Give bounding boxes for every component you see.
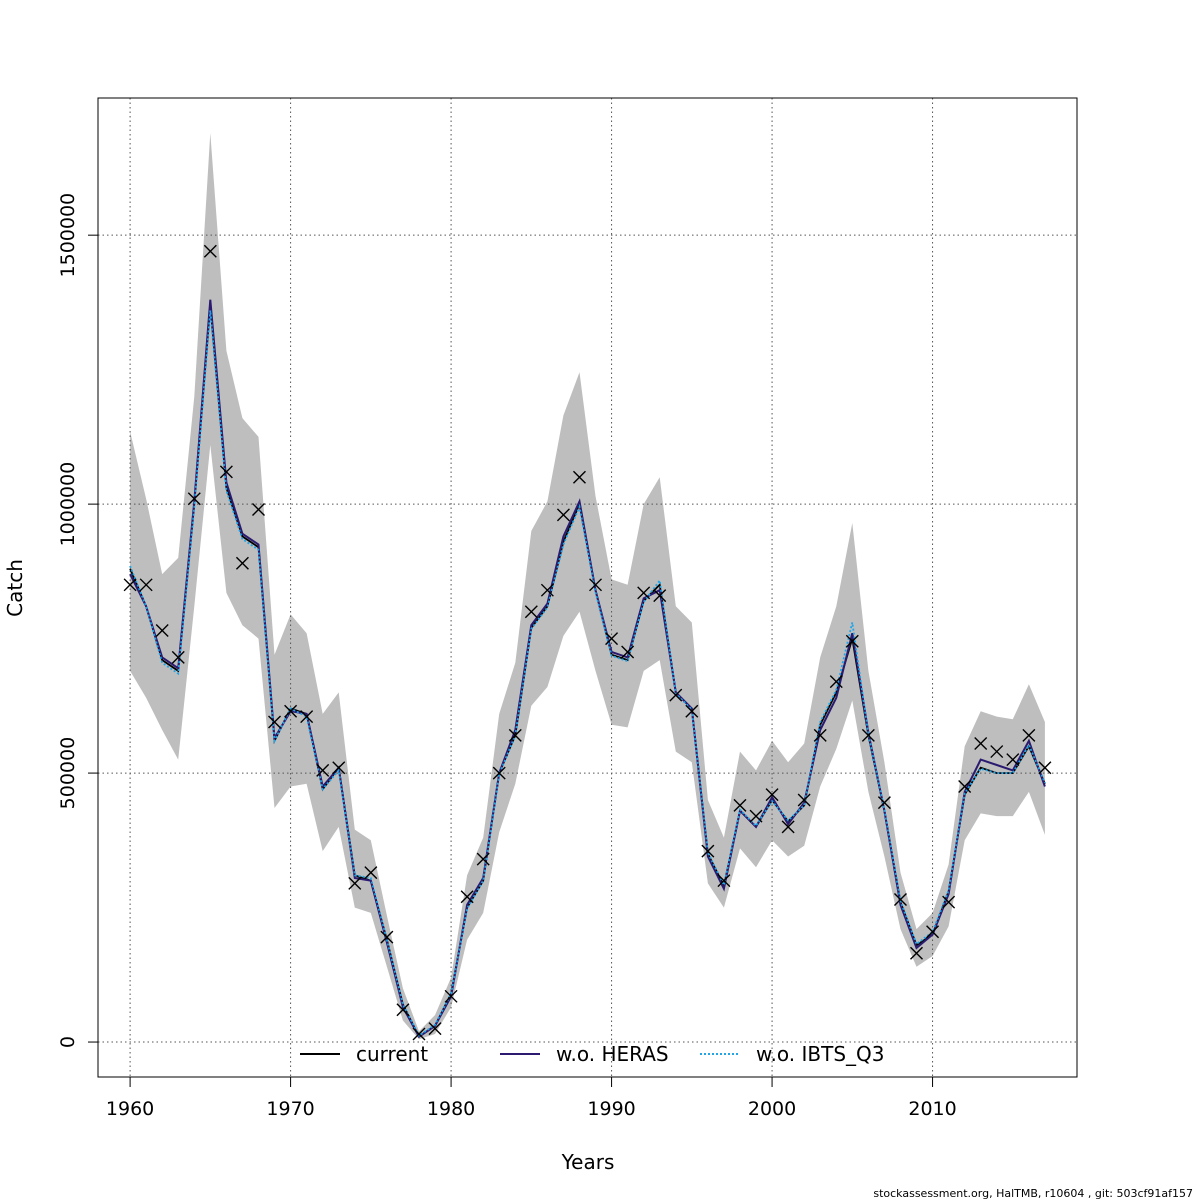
observation-point [733, 798, 747, 812]
series-layer [129, 299, 1046, 1039]
legend-item: current [300, 1042, 428, 1066]
observation-point [861, 728, 875, 742]
observation-point [187, 492, 201, 506]
observation-point [958, 780, 972, 794]
observation-point [605, 632, 619, 646]
observation-point [749, 809, 763, 823]
observation-point [123, 578, 137, 592]
observation-point [685, 704, 699, 718]
observation-point [219, 465, 233, 479]
x-tick-label: 1990 [587, 1098, 635, 1120]
observation-point [1006, 753, 1020, 767]
observation-point [556, 508, 570, 522]
legend-item: w.o. IBTS_Q3 [700, 1042, 884, 1066]
observation-point [203, 244, 217, 258]
observation-point [139, 578, 153, 592]
x-axis: 1960 1970 1980 1990 2000 2010 [106, 1076, 957, 1120]
observation-point [524, 605, 538, 619]
observation-point [284, 704, 298, 718]
y-tick-label: 1000000 [57, 462, 79, 547]
observation-point [893, 892, 907, 906]
y-tick-label: 500000 [57, 737, 79, 810]
observation-point [926, 925, 940, 939]
observation-point [701, 844, 715, 858]
observation-point [428, 1022, 442, 1036]
observation-point [300, 710, 314, 724]
observations-layer [123, 244, 1052, 1041]
observation-point [380, 930, 394, 944]
observation-point [669, 688, 683, 702]
observation-point [492, 766, 506, 780]
observation-point [508, 728, 522, 742]
series-line [129, 310, 1046, 1037]
x-tick-label: 1960 [106, 1098, 154, 1120]
observation-point [268, 715, 282, 729]
observation-point [1038, 761, 1052, 775]
observation-point [572, 470, 586, 484]
y-axis: 0 500000 1000000 1500000 [57, 193, 99, 1048]
observation-point [877, 796, 891, 810]
observation-point [942, 895, 956, 909]
observation-point [845, 634, 859, 648]
observation-point [621, 645, 635, 659]
observation-point [332, 761, 346, 775]
observation-point [797, 793, 811, 807]
legend-label: current [356, 1042, 428, 1066]
observation-point [476, 852, 490, 866]
observation-point [589, 578, 603, 592]
observation-point [235, 556, 249, 570]
observation-point [171, 650, 185, 664]
observation-point [990, 745, 1004, 759]
legend: current w.o. HERAS w.o. IBTS_Q3 [300, 1042, 884, 1066]
x-tick-label: 1970 [266, 1098, 314, 1120]
observation-point [637, 586, 651, 600]
observation-point [829, 675, 843, 689]
x-axis-title: Years [561, 1150, 615, 1174]
x-tick-label: 2000 [748, 1098, 796, 1120]
observation-point [813, 728, 827, 742]
observation-point [348, 876, 362, 890]
observation-point [251, 503, 265, 516]
observation-point [155, 624, 169, 638]
observation-point [717, 874, 731, 888]
observation-point [316, 763, 330, 777]
confidence-band-layer [130, 133, 1045, 1040]
legend-label: w.o. IBTS_Q3 [756, 1042, 884, 1066]
legend-item: w.o. HERAS [500, 1042, 669, 1066]
y-tick-label: 1500000 [57, 193, 79, 278]
observation-point [412, 1027, 426, 1041]
y-tick-label: 0 [57, 1036, 79, 1048]
legend-label: w.o. HERAS [556, 1042, 669, 1066]
observation-point [364, 866, 378, 880]
grid-layer [98, 98, 1077, 1077]
observation-point [653, 589, 667, 603]
observation-point [910, 946, 924, 960]
observation-point [1022, 728, 1036, 742]
footer-note: stockassessment.org, HalTMB, r10604 , gi… [873, 1187, 1193, 1200]
observation-point [540, 583, 554, 597]
y-axis-title: Catch [3, 559, 27, 617]
observation-point [460, 890, 474, 904]
x-tick-label: 2010 [908, 1098, 956, 1120]
x-tick-label: 1980 [427, 1098, 475, 1120]
observation-point [444, 989, 458, 1003]
observation-point [974, 736, 988, 750]
observation-point [765, 788, 779, 802]
observation-point [396, 1003, 410, 1017]
observation-point [781, 820, 795, 834]
confidence-band [130, 133, 1045, 1040]
